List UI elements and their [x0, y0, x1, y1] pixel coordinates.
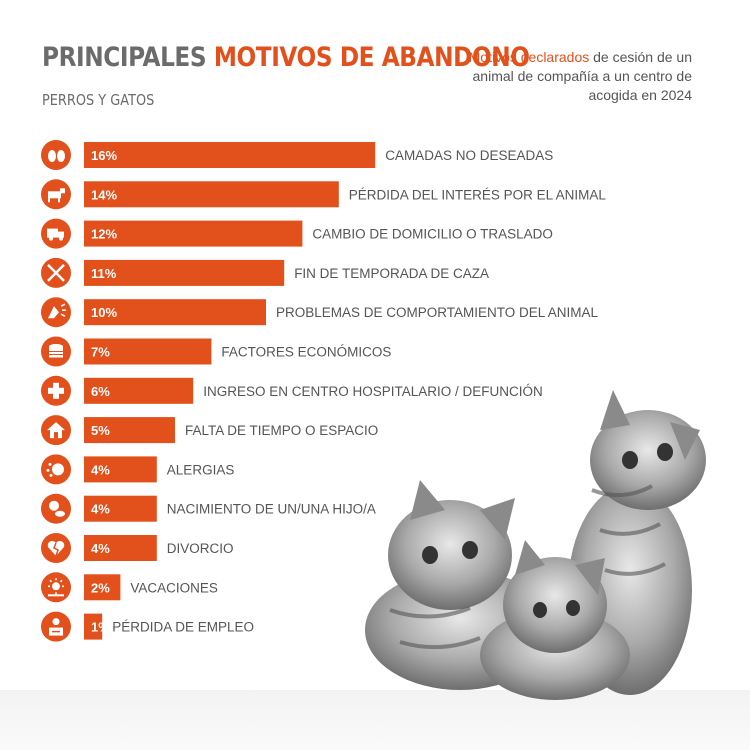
bar-row: 14% PÉRDIDA DEL INTERÉS POR EL ANIMAL	[41, 179, 607, 210]
bar	[84, 495, 157, 522]
bar-value-label: 5%	[91, 423, 110, 438]
kitten-middle	[480, 540, 630, 700]
bar-value-label: 2%	[91, 580, 110, 595]
title-part-2: MOTIVOS DE ABANDONO	[213, 42, 530, 73]
category-label: ALERGIAS	[167, 462, 235, 477]
category-label: DIVORCIO	[167, 541, 234, 556]
bar	[84, 417, 175, 444]
bar	[84, 456, 157, 483]
chart-note: Motivos declarados de cesión de un anima…	[432, 48, 692, 105]
medical-cross-icon	[41, 375, 71, 406]
bar-value-label: 6%	[91, 384, 110, 399]
bar	[84, 181, 339, 208]
bar	[84, 377, 194, 404]
bar-row: 2% VACACIONES	[41, 572, 218, 603]
bar-row: 12% CAMBIO DE DOMICILIO O TRASLADO	[41, 218, 553, 249]
bar	[84, 338, 212, 365]
category-label: PÉRDIDA DEL INTERÉS POR EL ANIMAL	[349, 187, 607, 202]
note-rest: de cesión de un animal de compañía a un …	[472, 49, 692, 103]
dog-icon	[41, 179, 71, 210]
category-label: CAMBIO DE DOMICILIO O TRASLADO	[312, 227, 553, 242]
bar-row: 4% DIVORCIO	[41, 533, 234, 563]
allergy-icon	[41, 454, 71, 485]
bar	[84, 535, 157, 561]
bar-value-label: 1%	[91, 620, 110, 635]
bar	[84, 574, 121, 601]
barking-dog-icon	[41, 297, 71, 328]
chart-subtitle: PERROS Y GATOS	[42, 91, 155, 109]
bar-row: 11% FIN DE TEMPORADA DE CAZA	[41, 257, 489, 288]
coins-icon	[41, 336, 71, 367]
bar-value-label: 12%	[91, 227, 117, 242]
baby-icon	[41, 493, 71, 524]
bar-row: 16% CAMADAS NO DESEADAS	[41, 140, 553, 170]
kitten-right	[568, 390, 706, 695]
title-part-1: PRINCIPALES	[42, 42, 207, 73]
bar-row: 6% INGRESO EN CENTRO HOSPITALARIO / DEFUN…	[41, 375, 543, 406]
bar	[84, 299, 266, 326]
truck-icon	[41, 218, 71, 249]
category-label: PÉRDIDA DE EMPLEO	[112, 620, 254, 635]
category-label: VACACIONES	[130, 580, 218, 595]
chart-title: PRINCIPALES MOTIVOS DE ABANDONO	[42, 42, 530, 73]
sun-icon	[41, 572, 71, 603]
bar-value-label: 10%	[91, 305, 117, 320]
broken-heart-icon	[41, 533, 71, 563]
unemployed-icon	[41, 611, 71, 642]
house-icon	[41, 415, 71, 446]
cats-icon	[41, 140, 71, 170]
category-label: CAMADAS NO DESEADAS	[385, 148, 553, 163]
bar-row: 1% PÉRDIDA DE EMPLEO	[41, 611, 254, 642]
category-label: INGRESO EN CENTRO HOSPITALARIO / DEFUNCI…	[203, 384, 543, 399]
kittens-photo	[365, 390, 706, 700]
category-label: FALTA DE TIEMPO O ESPACIO	[185, 423, 378, 438]
note-highlight: Motivos declarados	[468, 49, 590, 65]
bar	[84, 220, 303, 247]
bar-row: 7% FACTORES ECONÓMICOS	[41, 336, 391, 367]
bar-row: 4% NACIMIENTO DE UN/UNA HIJO/A	[41, 493, 376, 524]
category-label: PROBLEMAS DE COMPORTAMIENTO DEL ANIMAL	[276, 305, 599, 320]
floor-shadow	[0, 690, 750, 750]
category-label: NACIMIENTO DE UN/UNA HIJO/A	[167, 502, 376, 517]
category-label: FACTORES ECONÓMICOS	[221, 345, 391, 360]
bar	[84, 142, 376, 168]
bar-row: 10% PROBLEMAS DE COMPORTAMIENTO DEL ANIMA…	[41, 297, 599, 328]
bar-row: 4% ALERGIAS	[41, 454, 235, 485]
bar-value-label: 11%	[91, 266, 117, 281]
bar	[84, 613, 103, 640]
bar-value-label: 4%	[91, 462, 110, 477]
bar-value-label: 14%	[91, 187, 117, 202]
crossed-rifles-icon	[41, 257, 71, 288]
bar-value-label: 16%	[91, 148, 117, 163]
category-label: FIN DE TEMPORADA DE CAZA	[294, 266, 489, 281]
bar-value-label: 4%	[91, 541, 110, 556]
bar-row: 5% FALTA DE TIEMPO O ESPACIO	[41, 415, 378, 446]
bar-value-label: 7%	[91, 345, 110, 360]
bar-value-label: 4%	[91, 502, 110, 517]
bar	[84, 259, 285, 286]
